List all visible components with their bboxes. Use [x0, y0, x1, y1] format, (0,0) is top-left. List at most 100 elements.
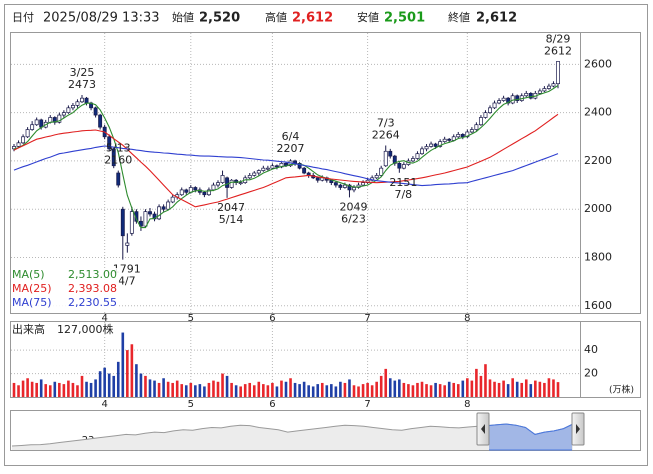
- volume-bar: [552, 379, 555, 397]
- candle-body: [551, 83, 556, 87]
- candle-body: [157, 206, 162, 220]
- candle-body: [424, 146, 429, 150]
- annotation-price: 2207: [277, 142, 305, 155]
- candle-body: [148, 211, 152, 215]
- candle-body: [61, 112, 66, 116]
- volume-bar: [184, 385, 188, 397]
- volume-bar: [456, 384, 460, 397]
- candle-body: [98, 114, 103, 128]
- volume-bar: [330, 384, 333, 397]
- volume-bar: [126, 350, 129, 397]
- candle-body: [80, 97, 84, 103]
- candle-body: [120, 208, 125, 237]
- candle-body: [456, 134, 461, 138]
- annotation-price: 2264: [372, 128, 400, 141]
- volume-bar: [216, 381, 220, 397]
- volume-bar: [343, 382, 347, 397]
- ma-line: [13, 145, 559, 187]
- volume-bar: [488, 379, 492, 397]
- y-tick-label: 2600: [584, 57, 612, 70]
- candle-body: [401, 164, 406, 169]
- ma-line: [13, 84, 559, 229]
- candle-body: [537, 90, 542, 94]
- candle-body: [488, 107, 492, 114]
- volume-bar: [520, 382, 524, 397]
- y-tick-label: 20: [584, 367, 598, 380]
- y-tick-label: 2200: [584, 154, 612, 167]
- candle-body: [420, 148, 424, 155]
- candle-body: [528, 92, 533, 99]
- volume-bar: [452, 382, 456, 397]
- x-tick-label: 5: [188, 399, 194, 410]
- volume-bar: [484, 364, 487, 397]
- header-value: 2,612: [292, 11, 333, 26]
- navigator-selected-area: [489, 423, 572, 451]
- candle-body: [265, 167, 270, 170]
- candle-body: [84, 97, 89, 104]
- volume-bar: [21, 380, 25, 397]
- volume-bar: [275, 386, 279, 397]
- candle-body: [483, 112, 488, 118]
- y-tick-label: 1800: [584, 250, 612, 263]
- volume-bar: [393, 380, 397, 397]
- volume-bar: [39, 379, 43, 397]
- annotation-price: 2049: [339, 200, 367, 213]
- candle-body: [338, 184, 343, 188]
- x-tick-label: 6: [269, 313, 275, 324]
- candle-body: [66, 107, 71, 114]
- candle-body: [433, 143, 438, 147]
- volume-bar: [230, 382, 233, 397]
- volume-bar: [225, 375, 229, 397]
- volume-bar: [524, 379, 528, 397]
- annotation-price: 2047: [217, 201, 245, 214]
- volume-bar: [466, 378, 469, 397]
- candle-body: [220, 175, 225, 184]
- volume-title: 出来高: [12, 322, 45, 336]
- volume-bar: [85, 381, 88, 397]
- volume-bar: [388, 378, 392, 397]
- annotation-date: 5/13: [106, 142, 131, 155]
- handle-arrow[interactable]: [481, 424, 485, 434]
- candle-body: [515, 95, 520, 101]
- volume-bar: [121, 332, 125, 397]
- candle-body: [501, 97, 506, 101]
- volume-bar: [497, 382, 501, 397]
- handle-arrow[interactable]: [576, 424, 580, 434]
- candle-body: [125, 242, 130, 246]
- volume-bar: [112, 375, 116, 397]
- volume-bar: [402, 382, 406, 397]
- volume-bar: [98, 371, 102, 397]
- candle-body: [184, 189, 189, 193]
- legend-value: 2,513.00: [68, 268, 117, 281]
- candle-body: [225, 177, 230, 188]
- annotation-date: 5/14: [219, 213, 244, 226]
- candle-body: [410, 158, 415, 162]
- volume-bar: [370, 385, 374, 397]
- candle-body: [16, 142, 21, 147]
- volume-bar: [470, 380, 474, 397]
- volume-bar: [475, 368, 478, 397]
- candle-body: [293, 160, 298, 164]
- header-label: 始値: [172, 10, 194, 24]
- candle-body: [39, 119, 44, 128]
- header-label: 高値: [265, 10, 287, 24]
- candle-body: [93, 107, 98, 116]
- volume-bar: [12, 382, 16, 397]
- volume-bar: [203, 386, 206, 397]
- volume-bar: [130, 344, 134, 397]
- candle-body: [229, 179, 234, 188]
- legend-value: 2,393.08: [68, 282, 117, 295]
- header-label: 終値: [448, 10, 470, 24]
- candle-body: [315, 177, 320, 181]
- annotation-price: 2160: [104, 154, 132, 167]
- volume-bar: [506, 384, 510, 397]
- y-tick-label: 2400: [584, 106, 612, 119]
- volume-bar: [189, 382, 193, 397]
- candle-body: [256, 170, 261, 174]
- volume-bar: [58, 382, 61, 397]
- navigator-panel: [10, 410, 641, 451]
- volume-bar: [221, 373, 224, 397]
- ma-line: [13, 113, 559, 208]
- annotation-date: 7/3: [377, 116, 395, 129]
- candle-body: [261, 167, 266, 171]
